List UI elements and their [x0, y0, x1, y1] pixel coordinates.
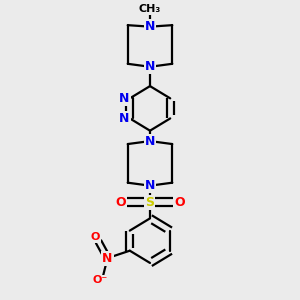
Text: N: N: [119, 92, 130, 105]
Text: CH₃: CH₃: [139, 4, 161, 14]
Text: S: S: [146, 196, 154, 208]
Text: N: N: [145, 135, 155, 148]
Text: N: N: [145, 179, 155, 192]
Text: N: N: [102, 252, 113, 265]
Text: N: N: [145, 60, 155, 73]
Text: O: O: [115, 196, 126, 208]
Text: O⁻: O⁻: [92, 275, 108, 285]
Text: O: O: [174, 196, 185, 208]
Text: N: N: [119, 112, 130, 125]
Text: O: O: [91, 232, 100, 242]
Text: N: N: [145, 20, 155, 33]
